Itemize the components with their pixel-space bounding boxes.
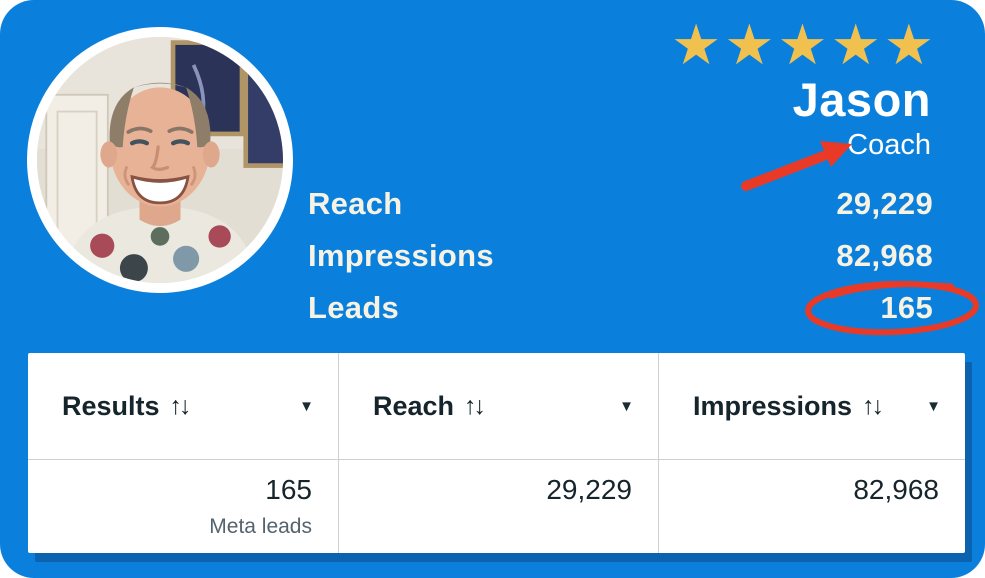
stat-label: Impressions bbox=[308, 238, 494, 273]
stat-label: Leads bbox=[308, 290, 400, 325]
table-cell-reach: 29,229 bbox=[339, 460, 659, 553]
column-header-reach[interactable]: Reach ↑↓ ▼ bbox=[339, 353, 659, 460]
star-rating-icon: ★★★★★ bbox=[670, 13, 937, 76]
results-table: Results ↑↓ ▼ Reach ↑↓ ▼ Impressions ↑↓ ▼… bbox=[28, 353, 965, 553]
profile-role: Coach bbox=[847, 129, 931, 161]
stat-row-leads: Leads 165 bbox=[308, 290, 933, 342]
caret-down-icon[interactable]: ▼ bbox=[299, 397, 314, 415]
cell-value: 165 bbox=[265, 474, 312, 505]
sort-icon[interactable]: ↑↓ bbox=[464, 391, 486, 420]
column-label: Impressions bbox=[693, 390, 853, 421]
column-header-impressions[interactable]: Impressions ↑↓ ▼ bbox=[659, 353, 965, 460]
sort-icon[interactable]: ↑↓ bbox=[862, 391, 884, 420]
stat-value: 165 bbox=[880, 290, 933, 325]
profile-name: Jason bbox=[792, 73, 931, 126]
caret-down-icon[interactable]: ▼ bbox=[926, 397, 941, 415]
cell-value: 82,968 bbox=[853, 474, 939, 505]
arrow-icon bbox=[741, 141, 852, 191]
profile-photo bbox=[27, 27, 293, 293]
profile-photo-illustration bbox=[37, 37, 283, 283]
caret-down-icon[interactable]: ▼ bbox=[619, 397, 634, 415]
sort-icon[interactable]: ↑↓ bbox=[169, 391, 192, 420]
column-label: Results bbox=[62, 390, 160, 421]
cell-value: 29,229 bbox=[546, 474, 632, 505]
stat-value: 29,229 bbox=[836, 186, 933, 221]
stat-label: Reach bbox=[308, 186, 403, 221]
stats-list: Reach 29,229 Impressions 82,968 Leads 16… bbox=[308, 186, 933, 342]
table-cell-results: 165 Meta leads bbox=[28, 460, 339, 553]
cell-note: Meta leads bbox=[209, 515, 312, 538]
table-cell-impressions: 82,968 bbox=[659, 460, 965, 553]
column-label: Reach bbox=[373, 390, 455, 421]
stat-row-impressions: Impressions 82,968 bbox=[308, 238, 933, 290]
stat-value: 82,968 bbox=[836, 238, 933, 273]
column-header-results[interactable]: Results ↑↓ ▼ bbox=[28, 353, 339, 460]
stat-row-reach: Reach 29,229 bbox=[308, 186, 933, 238]
